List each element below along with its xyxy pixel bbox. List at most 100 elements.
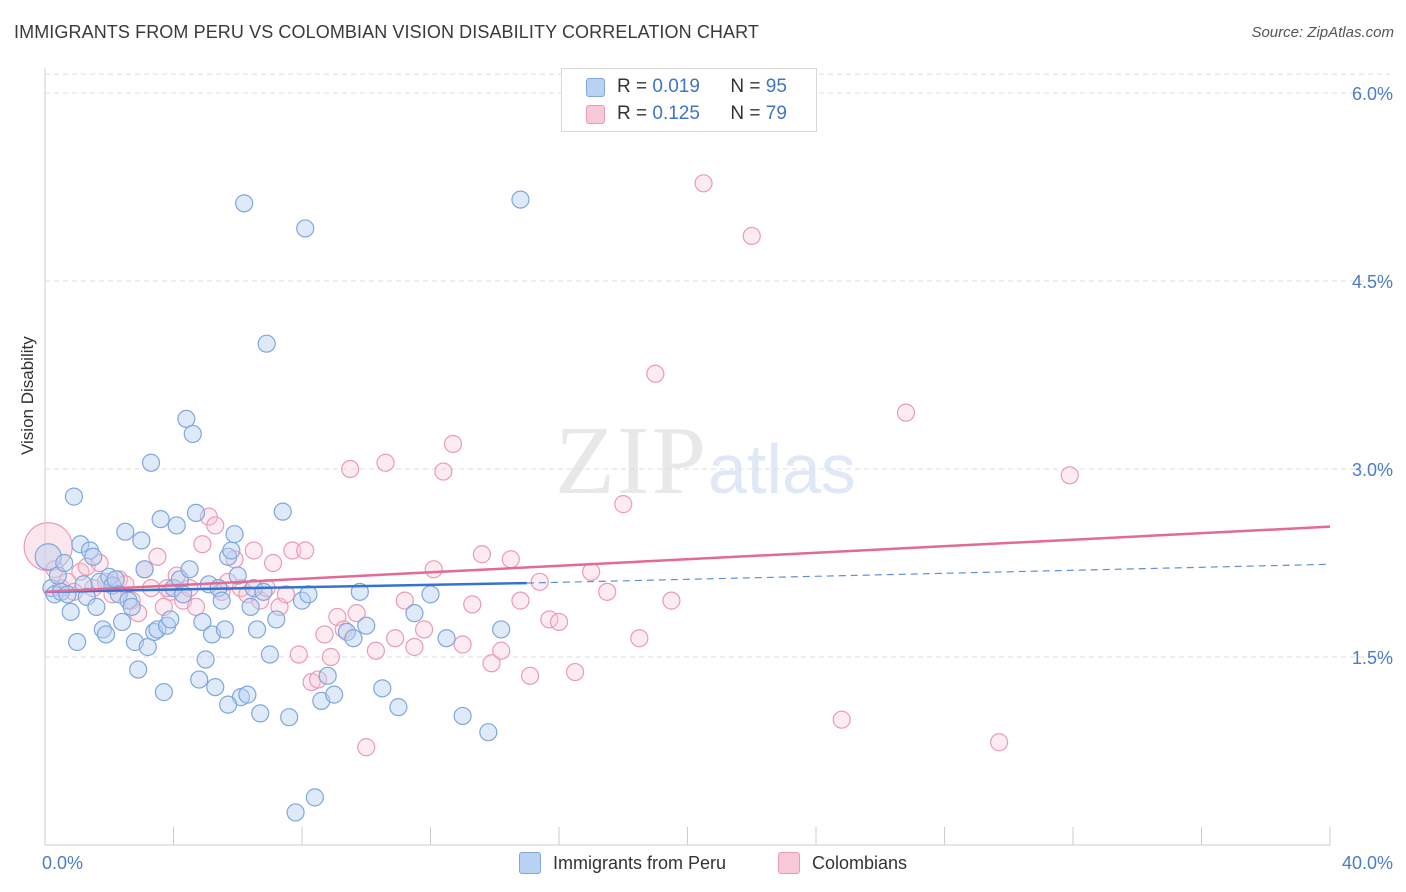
peru-point <box>96 625 116 644</box>
colombians-point <box>1060 466 1079 485</box>
peru-point <box>235 194 254 213</box>
colombians-point <box>186 597 206 616</box>
colombians-point <box>395 591 414 610</box>
peru-point <box>148 620 167 639</box>
colombians-point <box>276 585 296 604</box>
peru-point <box>138 637 157 657</box>
tick-labels: 1.5% 3.0% 4.5% 6.0% 0.0% 40.0% <box>42 84 1393 873</box>
colombians-point <box>453 635 472 654</box>
peru-point <box>87 597 106 616</box>
colombians-point <box>341 459 360 479</box>
peru-point <box>318 666 337 685</box>
colombians-point <box>141 578 161 598</box>
colombians-point <box>315 625 334 644</box>
peru-point <box>64 487 84 506</box>
bottom-legend-peru: Immigrants from Peru <box>519 852 726 874</box>
colombians-points <box>23 174 1079 757</box>
chart-title: IMMIGRANTS FROM PERU VS COLOMBIAN VISION… <box>14 22 760 42</box>
peru-point <box>34 543 62 571</box>
colombians-point <box>614 495 633 514</box>
legend-colombians-r-value: 0.125 <box>652 103 700 124</box>
y-axis-label: Vision Disability <box>18 336 37 455</box>
legend-row-peru: R = 0.019 N = 95 <box>586 74 787 100</box>
peru-point <box>511 190 530 209</box>
colombians-point <box>646 364 665 383</box>
y-tick-label: 1.5% <box>1352 648 1393 668</box>
peru-trend-line <box>44 581 527 594</box>
colombians-point <box>662 591 681 610</box>
peru-point <box>305 788 324 807</box>
colombians-point <box>565 662 585 682</box>
peru-point <box>389 698 408 717</box>
colombians-point <box>742 226 761 246</box>
legend-peru-r-label: R = <box>617 76 648 97</box>
colombians-point <box>896 403 916 422</box>
peru-point <box>141 453 161 472</box>
peru-point <box>116 522 135 541</box>
peru-point <box>225 525 244 544</box>
source-credit: Source: ZipAtlas.com <box>1251 24 1394 41</box>
colombians-point <box>598 582 617 601</box>
peru-point <box>55 553 74 573</box>
bottom-legend-label-peru: Immigrants from Peru <box>553 852 727 873</box>
peru-point <box>122 597 141 616</box>
peru-point <box>267 610 286 629</box>
peru-point <box>251 704 270 723</box>
colombians-point <box>530 572 549 591</box>
peru-point <box>84 547 103 566</box>
colombians-point <box>520 666 540 685</box>
peru-point <box>77 587 96 606</box>
peru-point <box>296 219 315 238</box>
peru-point <box>71 535 90 554</box>
colombians-point <box>463 595 482 614</box>
colombians-point <box>193 535 212 554</box>
peru-point <box>135 560 154 579</box>
colombians-point <box>357 738 376 757</box>
peru-point <box>186 503 206 522</box>
peru-point <box>177 409 196 429</box>
peru-point <box>154 683 173 702</box>
peru-point <box>286 803 305 822</box>
colombians-point <box>148 547 167 566</box>
peru-point <box>93 620 112 639</box>
colombians-point <box>472 545 491 564</box>
peru-point <box>280 708 299 727</box>
peru-point <box>167 516 186 535</box>
y-tick-label: 6.0% <box>1352 84 1393 104</box>
bottom-legend-swatch-colombians <box>778 852 800 874</box>
colombians-point <box>321 647 341 667</box>
peru-point <box>58 585 77 604</box>
peru-point <box>247 620 267 639</box>
colombians-point <box>492 641 511 660</box>
colombians-point <box>405 637 424 657</box>
colombians-point <box>424 560 443 579</box>
peru-point <box>129 660 148 679</box>
colombians-point <box>157 578 177 598</box>
peru-point <box>405 604 424 623</box>
peru-point <box>421 585 440 604</box>
peru-point <box>238 685 257 704</box>
peru-point <box>344 629 363 648</box>
peru-trend-extension <box>526 563 1331 584</box>
legend-row-colombians: R = 0.125 N = 79 <box>586 101 787 127</box>
colombians-point <box>482 654 501 673</box>
peru-point <box>350 582 369 601</box>
colombians-point <box>443 434 463 454</box>
peru-point <box>215 620 234 639</box>
colombians-point <box>414 620 434 639</box>
colombians-point <box>289 645 308 664</box>
peru-point <box>453 706 472 726</box>
peru-point <box>437 629 456 648</box>
watermark-zip: ZIP <box>555 407 708 515</box>
legend-peru-r-value: 0.019 <box>652 76 700 97</box>
peru-point <box>180 560 199 579</box>
peru-point <box>325 685 344 704</box>
legend-colombians-n-label: N = <box>730 103 761 124</box>
colombians-point <box>244 541 263 560</box>
legend-colombians-n-value: 79 <box>765 103 787 124</box>
colombians-trend-line <box>44 525 1331 594</box>
colombians-point <box>366 641 385 660</box>
bottom-legend-swatch-peru <box>519 852 541 874</box>
colombians-point <box>206 516 225 535</box>
